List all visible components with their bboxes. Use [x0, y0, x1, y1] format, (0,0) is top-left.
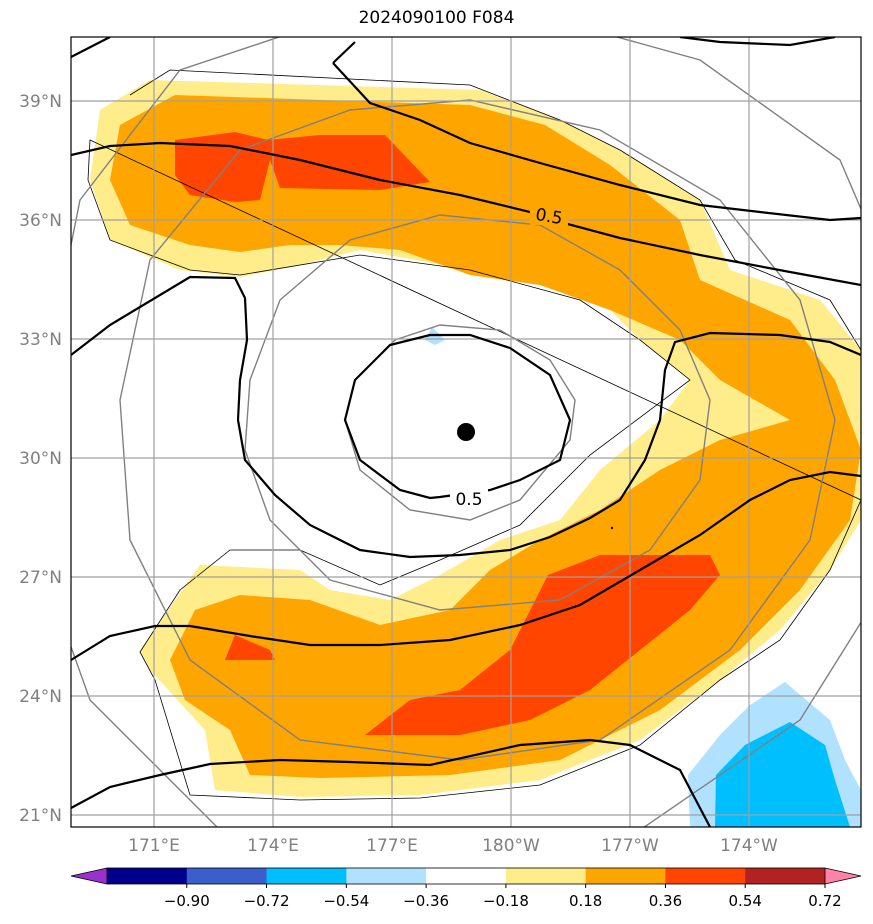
contour-label-top: 0.5 [534, 205, 564, 229]
lon-label: 174°E [247, 836, 299, 856]
black-contours [71, 37, 861, 827]
colorbar-cell [665, 868, 746, 884]
map-frame [70, 36, 862, 828]
lon-label: 171°E [128, 836, 180, 856]
latitude-labels: 39°N 36°N 33°N 30°N 27°N 24°N 21°N [19, 92, 62, 826]
colorbar-tick-label: 0.36 [649, 892, 682, 910]
colorbar-cell [585, 868, 666, 884]
colorbar-cell [426, 868, 507, 884]
colorbar-cell [346, 868, 427, 884]
colorbar-tick-label: −0.90 [164, 892, 210, 910]
lat-label: 24°N [19, 687, 62, 707]
colorbar-cell [505, 868, 587, 884]
colorbar-tick-label: 0.54 [729, 892, 762, 910]
colorbar-tick-label: −0.36 [403, 892, 449, 910]
longitude-labels: 171°E 174°E 177°E 180°W 177°W 174°W [128, 836, 778, 856]
plot-title: 2024090100 F084 [358, 8, 515, 28]
lat-label: 27°N [19, 568, 62, 588]
shading-red-top [175, 132, 430, 202]
colorbar-tick-label: −0.72 [244, 892, 290, 910]
colorbar-tick-label: −0.54 [323, 892, 369, 910]
colorbar-cell [266, 868, 347, 884]
lat-label: 36°N [19, 211, 62, 231]
lon-label: 180°W [482, 836, 540, 856]
lon-label: 177°E [366, 836, 418, 856]
colorbar-cell [186, 868, 268, 884]
colorbar-tick-label: −0.18 [483, 892, 529, 910]
lat-label: 21°N [19, 806, 62, 826]
colorbar-cell [107, 868, 188, 884]
contour-label-center: 0.5 [455, 490, 482, 510]
gray-circles [71, 37, 861, 827]
shading-red-small [225, 635, 275, 660]
map-area: 0.5 0.5 [71, 37, 861, 827]
lat-label: 39°N [19, 92, 62, 112]
shading-red-bottom [365, 555, 720, 735]
colorbar-cell [745, 868, 826, 884]
lon-label: 177°W [601, 836, 659, 856]
colorbar-tick-label: 0.18 [569, 892, 602, 910]
lat-label: 30°N [19, 449, 62, 469]
colorbar: −0.90 −0.72 −0.54 −0.36 −0.18 0.18 0.36 0.54 0.7… [70, 867, 862, 910]
colorbar-tick-label: 0.72 [808, 892, 841, 910]
lat-label: 33°N [19, 330, 62, 350]
graticule [71, 37, 861, 827]
colorbar-extend-left [71, 868, 107, 884]
shading-outline [87, 69, 861, 801]
lon-label: 174°W [720, 836, 778, 856]
small-dot [610, 526, 614, 530]
colorbar-extend-right [825, 868, 861, 884]
storm-center-dot [457, 423, 475, 441]
